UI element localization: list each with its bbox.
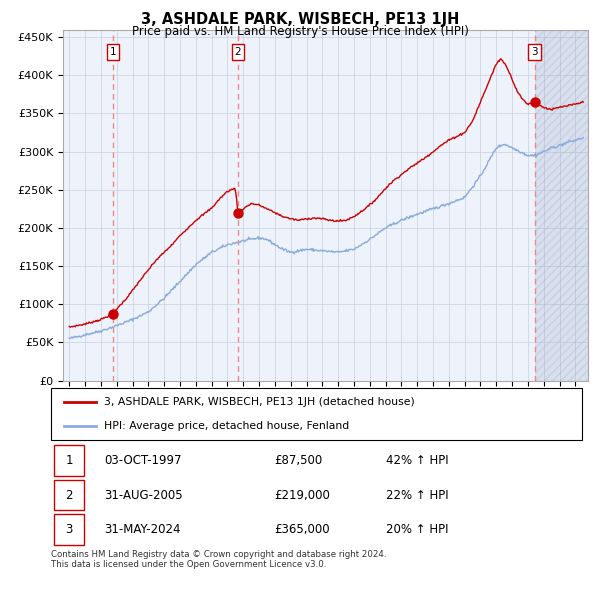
FancyBboxPatch shape bbox=[53, 445, 85, 476]
Bar bbox=[535, 30, 588, 381]
Text: £365,000: £365,000 bbox=[274, 523, 329, 536]
Text: 31-AUG-2005: 31-AUG-2005 bbox=[104, 489, 183, 502]
Text: 2: 2 bbox=[65, 489, 73, 502]
Text: 42% ↑ HPI: 42% ↑ HPI bbox=[386, 454, 448, 467]
Text: 20% ↑ HPI: 20% ↑ HPI bbox=[386, 523, 448, 536]
Text: £219,000: £219,000 bbox=[274, 489, 330, 502]
Text: 3: 3 bbox=[65, 523, 73, 536]
Text: HPI: Average price, detached house, Fenland: HPI: Average price, detached house, Fenl… bbox=[104, 421, 349, 431]
Text: 31-MAY-2024: 31-MAY-2024 bbox=[104, 523, 181, 536]
FancyBboxPatch shape bbox=[51, 388, 582, 440]
Text: 22% ↑ HPI: 22% ↑ HPI bbox=[386, 489, 448, 502]
FancyBboxPatch shape bbox=[53, 480, 85, 510]
Text: 3, ASHDALE PARK, WISBECH, PE13 1JH: 3, ASHDALE PARK, WISBECH, PE13 1JH bbox=[141, 12, 459, 27]
Text: 2: 2 bbox=[235, 47, 241, 57]
Text: Contains HM Land Registry data © Crown copyright and database right 2024.
This d: Contains HM Land Registry data © Crown c… bbox=[51, 550, 386, 569]
Text: £87,500: £87,500 bbox=[274, 454, 322, 467]
Text: 3, ASHDALE PARK, WISBECH, PE13 1JH (detached house): 3, ASHDALE PARK, WISBECH, PE13 1JH (deta… bbox=[104, 396, 415, 407]
FancyBboxPatch shape bbox=[53, 514, 85, 545]
Text: 1: 1 bbox=[109, 47, 116, 57]
Text: 03-OCT-1997: 03-OCT-1997 bbox=[104, 454, 182, 467]
Text: 3: 3 bbox=[531, 47, 538, 57]
Text: 1: 1 bbox=[65, 454, 73, 467]
Text: Price paid vs. HM Land Registry's House Price Index (HPI): Price paid vs. HM Land Registry's House … bbox=[131, 25, 469, 38]
